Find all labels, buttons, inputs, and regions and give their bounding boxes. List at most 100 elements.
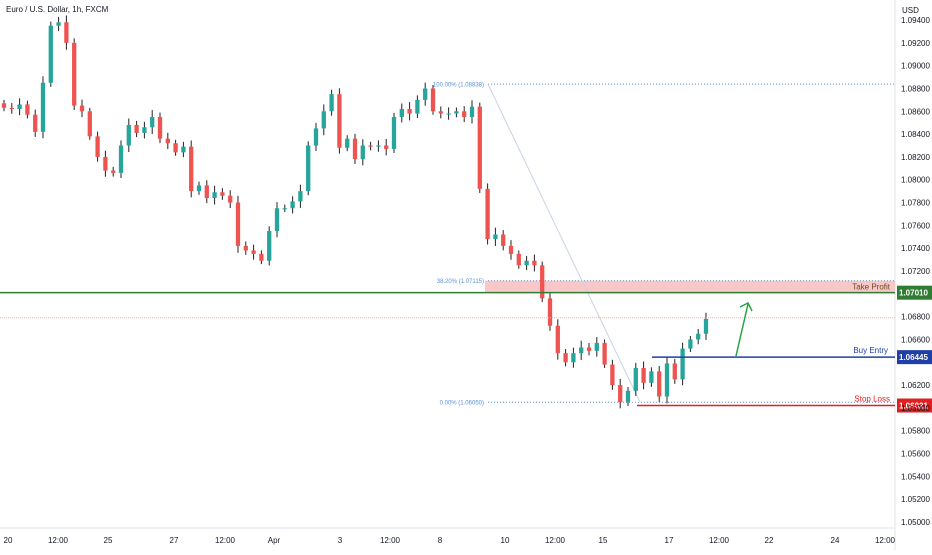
bullish-candle[interactable] — [469, 106, 475, 117]
bullish-candle[interactable] — [664, 363, 670, 397]
bearish-candle[interactable] — [64, 22, 69, 43]
bearish-candle[interactable] — [352, 138, 358, 160]
y-tick-label: 1.08800 — [901, 84, 930, 93]
bearish-candle[interactable] — [165, 138, 170, 144]
buy-entry-label: Buy Entry — [853, 346, 888, 355]
bullish-candle[interactable] — [282, 208, 287, 210]
bearish-candle[interactable] — [508, 245, 514, 254]
bearish-candle[interactable] — [220, 192, 225, 196]
bearish-candle[interactable] — [540, 265, 545, 299]
bullish-candle[interactable] — [571, 353, 576, 363]
bearish-candle[interactable] — [532, 260, 537, 266]
bullish-candle[interactable] — [579, 347, 584, 354]
bullish-candle[interactable] — [142, 127, 147, 133]
bearish-candle[interactable] — [72, 42, 77, 106]
bullish-candle[interactable] — [415, 99, 420, 114]
bearish-candle[interactable] — [189, 146, 194, 192]
bullish-candle[interactable] — [649, 371, 654, 383]
bearish-candle[interactable] — [602, 342, 607, 365]
bullish-candle[interactable] — [625, 390, 631, 403]
fib-trendline[interactable] — [487, 83, 641, 403]
bearish-candle[interactable] — [438, 111, 443, 114]
bearish-candle[interactable] — [9, 107, 14, 109]
bullish-candle[interactable] — [633, 367, 638, 391]
bullish-candle[interactable] — [267, 231, 272, 261]
bullish-candle[interactable] — [680, 348, 685, 380]
bearish-candle[interactable] — [563, 353, 568, 363]
bullish-candle[interactable] — [423, 88, 428, 100]
bearish-candle[interactable] — [243, 245, 248, 251]
bearish-candle[interactable] — [204, 185, 209, 198]
bullish-candle[interactable] — [48, 25, 53, 83]
bullish-candle[interactable] — [306, 145, 311, 192]
bullish-candle[interactable] — [196, 185, 202, 192]
bullish-candle[interactable] — [376, 145, 381, 147]
bullish-candle[interactable] — [118, 145, 124, 173]
bullish-candle[interactable] — [321, 111, 326, 129]
bearish-candle[interactable] — [1, 103, 7, 108]
bearish-candle[interactable] — [384, 145, 389, 149]
bullish-candle[interactable] — [298, 191, 303, 202]
bullish-candle[interactable] — [446, 113, 451, 115]
bullish-candle[interactable] — [345, 138, 350, 148]
bearish-candle[interactable] — [657, 371, 662, 397]
up-arrow-icon[interactable] — [735, 303, 749, 357]
x-tick-label: 17 — [665, 536, 674, 545]
bearish-candle[interactable] — [259, 253, 264, 261]
bearish-candle[interactable] — [25, 104, 30, 115]
bearish-candle[interactable] — [555, 325, 560, 354]
bearish-candle[interactable] — [134, 124, 139, 133]
bullish-candle[interactable] — [493, 234, 498, 240]
bearish-candle[interactable] — [87, 111, 92, 137]
bearish-candle[interactable] — [485, 188, 490, 240]
bearish-candle[interactable] — [235, 202, 241, 246]
bearish-candle[interactable] — [33, 114, 38, 132]
bullish-candle[interactable] — [594, 342, 599, 351]
bullish-candle[interactable] — [150, 116, 155, 128]
bearish-candle[interactable] — [95, 136, 100, 157]
bullish-candle[interactable] — [696, 333, 701, 340]
bearish-candle[interactable] — [407, 108, 412, 114]
bearish-candle[interactable] — [641, 367, 646, 383]
bearish-candle[interactable] — [368, 145, 373, 147]
bullish-candle[interactable] — [212, 192, 217, 198]
bearish-candle[interactable] — [618, 385, 623, 403]
y-tick-label: 1.07600 — [901, 221, 930, 230]
bullish-candle[interactable] — [56, 22, 61, 26]
bullish-candle[interactable] — [329, 94, 334, 112]
bullish-candle[interactable] — [181, 146, 186, 153]
bearish-candle[interactable] — [610, 364, 615, 386]
bearish-candle[interactable] — [501, 234, 506, 246]
bearish-candle[interactable] — [462, 111, 467, 117]
bearish-candle[interactable] — [586, 347, 592, 351]
bullish-candle[interactable] — [126, 124, 131, 146]
bullish-candle[interactable] — [688, 339, 693, 349]
bearish-candle[interactable] — [430, 88, 436, 112]
bullish-candle[interactable] — [290, 201, 295, 209]
bearish-candle[interactable] — [547, 298, 553, 326]
bearish-candle[interactable] — [672, 363, 677, 380]
bullish-candle[interactable] — [313, 128, 319, 146]
bullish-candle[interactable] — [703, 318, 709, 334]
bearish-candle[interactable] — [516, 253, 521, 266]
bullish-candle[interactable] — [17, 104, 22, 109]
bearish-candle[interactable] — [103, 156, 108, 171]
bullish-candle[interactable] — [524, 260, 529, 266]
bearish-candle[interactable] — [337, 94, 342, 148]
bearish-candle[interactable] — [79, 105, 85, 112]
bearish-candle[interactable] — [251, 250, 256, 254]
bullish-candle[interactable] — [360, 145, 365, 160]
bullish-candle[interactable] — [274, 208, 280, 232]
bullish-candle[interactable] — [399, 108, 404, 117]
fib-100-level-label: 100.00% (1.08838) — [433, 83, 484, 89]
bearish-candle[interactable] — [111, 170, 116, 173]
bearish-candle[interactable] — [173, 143, 178, 153]
bearish-candle[interactable] — [477, 106, 482, 189]
bullish-candle[interactable] — [454, 111, 459, 114]
bearish-candle[interactable] — [228, 195, 233, 203]
bullish-candle[interactable] — [40, 82, 46, 132]
bullish-candle[interactable] — [391, 116, 397, 149]
bearish-candle[interactable] — [157, 116, 163, 139]
